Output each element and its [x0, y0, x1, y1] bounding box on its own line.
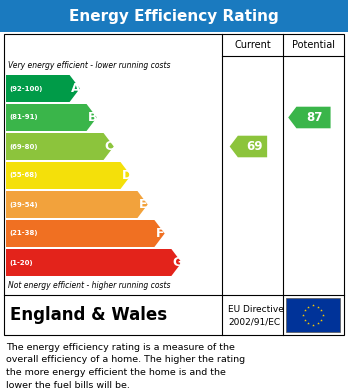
Text: 87: 87 [306, 111, 323, 124]
Polygon shape [6, 249, 182, 276]
Bar [286, 298, 340, 332]
Polygon shape [230, 136, 267, 157]
Text: (1-20): (1-20) [9, 260, 33, 265]
Text: (39-54): (39-54) [9, 201, 38, 208]
Polygon shape [6, 220, 165, 247]
Text: F: F [156, 227, 164, 240]
FancyBboxPatch shape [0, 0, 348, 32]
Text: (21-38): (21-38) [9, 231, 38, 237]
Text: (55-68): (55-68) [9, 172, 37, 179]
Text: (92-100): (92-100) [9, 86, 42, 91]
Text: Very energy efficient - lower running costs: Very energy efficient - lower running co… [8, 61, 171, 70]
Polygon shape [6, 75, 80, 102]
Polygon shape [6, 104, 97, 131]
Text: G: G [172, 256, 183, 269]
Text: C: C [104, 140, 114, 153]
Text: A: A [71, 82, 80, 95]
Text: Potential: Potential [292, 40, 335, 50]
Text: D: D [121, 169, 132, 182]
Text: B: B [88, 111, 97, 124]
Polygon shape [6, 191, 148, 218]
Polygon shape [288, 107, 331, 128]
Text: The energy efficiency rating is a measure of the
overall efficiency of a home. T: The energy efficiency rating is a measur… [6, 343, 245, 389]
Text: 69: 69 [247, 140, 263, 153]
Bar [4, 34, 344, 335]
Text: 2002/91/EC: 2002/91/EC [228, 317, 280, 326]
Text: Current: Current [234, 40, 271, 50]
Text: Energy Efficiency Rating: Energy Efficiency Rating [69, 9, 279, 23]
Text: E: E [139, 198, 147, 211]
Text: (69-80): (69-80) [9, 143, 38, 149]
Polygon shape [6, 133, 114, 160]
Text: (81-91): (81-91) [9, 115, 38, 120]
Polygon shape [6, 162, 131, 189]
Text: Not energy efficient - higher running costs: Not energy efficient - higher running co… [8, 282, 171, 291]
Text: EU Directive: EU Directive [228, 305, 284, 314]
Text: England & Wales: England & Wales [10, 306, 167, 324]
